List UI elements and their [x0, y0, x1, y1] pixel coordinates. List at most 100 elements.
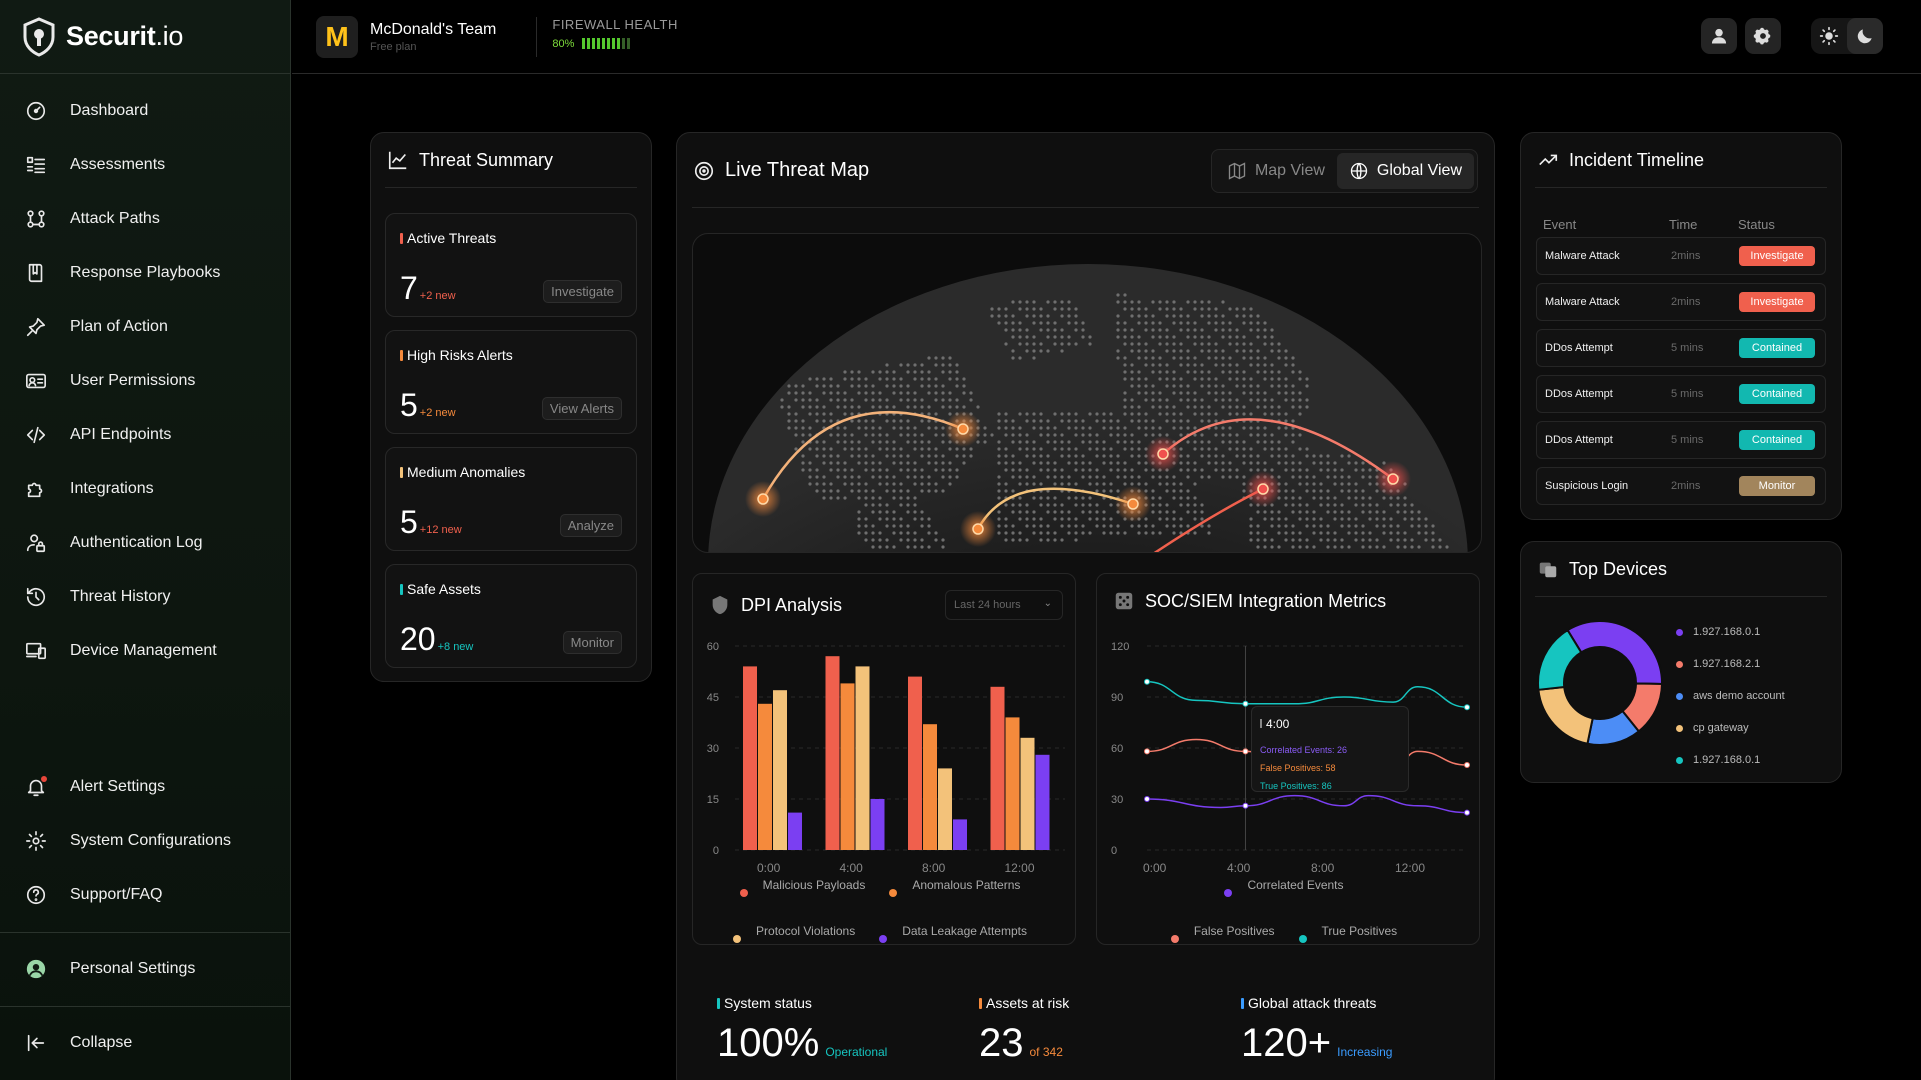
sidebar-item-system-configurations[interactable]: System Configurations	[0, 814, 291, 868]
land-dot	[1312, 482, 1316, 486]
land-dot	[1109, 531, 1113, 535]
status-badge[interactable]: Contained	[1739, 338, 1815, 358]
land-dot	[1025, 300, 1029, 304]
land-dot	[997, 517, 1001, 521]
land-dot	[1214, 454, 1218, 458]
card-action-button[interactable]: Monitor	[562, 631, 622, 654]
land-dot	[1277, 531, 1281, 535]
sidebar-item-alert-settings[interactable]: Alert Settings	[0, 760, 291, 814]
timeline-row[interactable]: Malware Attack 2mins Investigate	[1536, 283, 1826, 321]
status-badge[interactable]: Contained	[1739, 384, 1815, 404]
timeline-row[interactable]: DDos Attempt 5 mins Contained	[1536, 421, 1826, 459]
sidebar-item-assessments[interactable]: Assessments	[0, 138, 290, 192]
stat-subtext: Operational	[825, 1045, 888, 1059]
land-dot	[1186, 496, 1190, 500]
tab-global-view[interactable]: Global View	[1336, 153, 1474, 189]
land-dot	[1242, 384, 1246, 388]
light-mode-button[interactable]	[1811, 18, 1847, 54]
land-dot	[1179, 419, 1183, 423]
legend-item[interactable]: Anomalous Patterns	[889, 878, 1028, 908]
land-dot	[1025, 433, 1029, 437]
land-dot	[892, 447, 896, 451]
card-action-button[interactable]: Investigate	[543, 280, 622, 303]
land-dot	[1235, 468, 1239, 472]
device-legend-item[interactable]: 1.927.168.2.1	[1676, 658, 1760, 670]
legend-item[interactable]: Data Leakage Attempts	[879, 924, 1035, 954]
land-dot	[934, 482, 938, 486]
device-legend-item[interactable]: 1.927.168.0.1	[1676, 626, 1760, 638]
land-dot	[1032, 412, 1036, 416]
device-legend-item[interactable]: cp gateway	[1676, 722, 1749, 734]
land-dot	[1039, 524, 1043, 528]
legend-item[interactable]: Malicious Payloads	[739, 878, 874, 908]
land-dot	[913, 377, 917, 381]
land-dot	[990, 314, 994, 318]
land-dot	[1165, 412, 1169, 416]
land-dot	[1109, 447, 1113, 451]
land-dot	[1109, 503, 1113, 507]
sidebar-item-authentication-log[interactable]: Authentication Log	[0, 516, 290, 570]
land-dot	[1354, 538, 1358, 542]
device-legend-item[interactable]: aws demo account	[1676, 690, 1785, 702]
land-dot	[1158, 307, 1162, 311]
sidebar-item-dashboard[interactable]: Dashboard	[0, 84, 290, 138]
land-dot	[836, 468, 840, 472]
timeline-row[interactable]: Malware Attack 2mins Investigate	[1536, 237, 1826, 275]
bar	[923, 724, 937, 850]
legend-item[interactable]: True Positives	[1298, 924, 1406, 954]
sidebar-item-api-endpoints[interactable]: API Endpoints	[0, 408, 290, 462]
status-badge[interactable]: Investigate	[1739, 246, 1815, 266]
y-tick-label: 0	[1111, 845, 1117, 857]
land-dot	[1186, 300, 1190, 304]
timeline-row[interactable]: DDos Attempt 5 mins Contained	[1536, 375, 1826, 413]
land-dot	[885, 447, 889, 451]
land-dot	[1060, 468, 1064, 472]
land-dot	[1200, 314, 1204, 318]
sidebar-item-device-management[interactable]: Device Management	[0, 624, 290, 678]
land-dot	[878, 496, 882, 500]
collapse-button[interactable]: Collapse	[0, 1007, 291, 1079]
card-action-button[interactable]: View Alerts	[541, 397, 622, 420]
timeline-row[interactable]: DDos Attempt 5 mins Contained	[1536, 329, 1826, 367]
legend-item[interactable]: Protocol Violations	[733, 924, 863, 954]
land-dot	[1046, 328, 1050, 332]
sidebar-item-threat-history[interactable]: Threat History	[0, 570, 290, 624]
sidebar-item-personal-settings[interactable]: Personal Settings	[0, 933, 291, 1005]
settings-button[interactable]	[1745, 18, 1781, 54]
legend-item[interactable]: False Positives	[1170, 924, 1283, 954]
land-dot	[1032, 454, 1036, 458]
profile-button[interactable]	[1701, 18, 1737, 54]
team-switcher[interactable]: McDonald's Team Free plan	[370, 21, 496, 53]
status-badge[interactable]: Investigate	[1739, 292, 1815, 312]
legend-item[interactable]: Correlated Events	[1224, 878, 1351, 908]
status-badge[interactable]: Contained	[1739, 430, 1815, 450]
time-range-select[interactable]: Last 24 hours ⌄	[945, 590, 1063, 620]
land-dot	[1361, 524, 1365, 528]
dark-mode-button[interactable]	[1847, 18, 1883, 54]
timeline-row[interactable]: Suspicious Login 2mins Monitor	[1536, 467, 1826, 505]
land-dot	[1011, 314, 1015, 318]
land-dot	[1137, 454, 1141, 458]
land-dot	[1130, 412, 1134, 416]
sidebar-item-user-permissions[interactable]: User Permissions	[0, 354, 290, 408]
brand-logo[interactable]: Securit.io	[0, 0, 290, 74]
tab-map-view[interactable]: Map View	[1215, 153, 1337, 189]
land-dot	[948, 370, 952, 374]
land-dot	[864, 482, 868, 486]
land-dot	[1053, 482, 1057, 486]
sidebar-item-support-faq[interactable]: Support/FAQ	[0, 868, 291, 922]
team-logo[interactable]: M	[316, 15, 358, 58]
land-dot	[1256, 363, 1260, 367]
land-dot	[1172, 314, 1176, 318]
sidebar-item-label: Threat History	[70, 588, 171, 605]
land-dot	[1277, 447, 1281, 451]
card-action-button[interactable]: Analyze	[559, 514, 622, 537]
sidebar-item-plan-of-action[interactable]: Plan of Action	[0, 300, 290, 354]
land-dot	[1004, 419, 1008, 423]
status-badge[interactable]: Monitor	[1739, 476, 1815, 496]
sidebar-item-attack-paths[interactable]: Attack Paths	[0, 192, 290, 246]
device-legend-item[interactable]: 1.927.168.0.1	[1676, 754, 1760, 766]
threat-map-canvas[interactable]	[692, 233, 1482, 553]
sidebar-item-integrations[interactable]: Integrations	[0, 462, 290, 516]
sidebar-item-response-playbooks[interactable]: Response Playbooks	[0, 246, 290, 300]
